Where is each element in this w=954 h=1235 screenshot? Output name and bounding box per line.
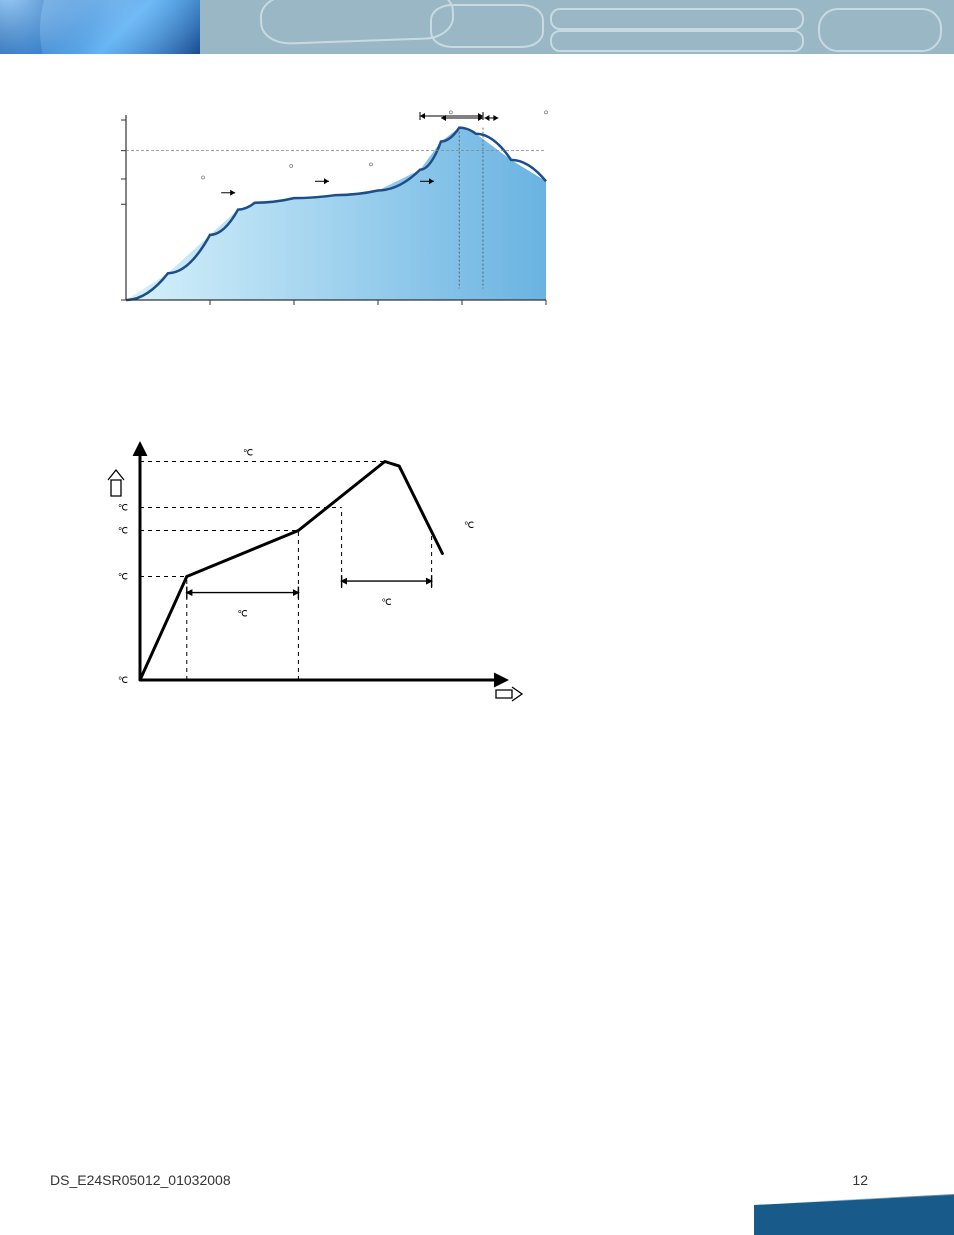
reflow-profile-chart [68,110,588,340]
footer-doc-id: DS_E24SR05012_01032008 [50,1172,231,1188]
header-photo [0,0,200,54]
header-banner [0,0,954,54]
temperature-schematic-chart: ℃ ℃ ℃ ℃ ℃ ℃ ℃ ℃ [60,430,530,720]
svg-text:℃: ℃ [464,520,474,530]
svg-text:℃: ℃ [118,572,128,582]
svg-text:℃: ℃ [382,597,392,607]
svg-text:℃: ℃ [243,448,253,458]
footer-page-number: 12 [852,1172,868,1188]
footer-accent-bar [754,1195,954,1235]
svg-text:℃: ℃ [238,609,248,619]
svg-text:℃: ℃ [118,503,128,513]
header-strip [200,0,954,54]
svg-text:℃: ℃ [118,526,128,536]
svg-text:℃: ℃ [118,675,128,685]
